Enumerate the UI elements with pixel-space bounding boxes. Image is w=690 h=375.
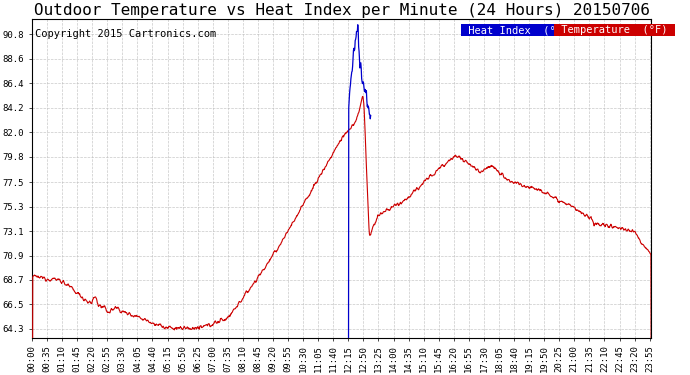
Text: Copyright 2015 Cartronics.com: Copyright 2015 Cartronics.com	[35, 28, 216, 39]
Title: Outdoor Temperature vs Heat Index per Minute (24 Hours) 20150706: Outdoor Temperature vs Heat Index per Mi…	[34, 3, 650, 18]
Text: Heat Index  (°F): Heat Index (°F)	[462, 26, 575, 35]
Text: Temperature  (°F): Temperature (°F)	[555, 26, 674, 35]
